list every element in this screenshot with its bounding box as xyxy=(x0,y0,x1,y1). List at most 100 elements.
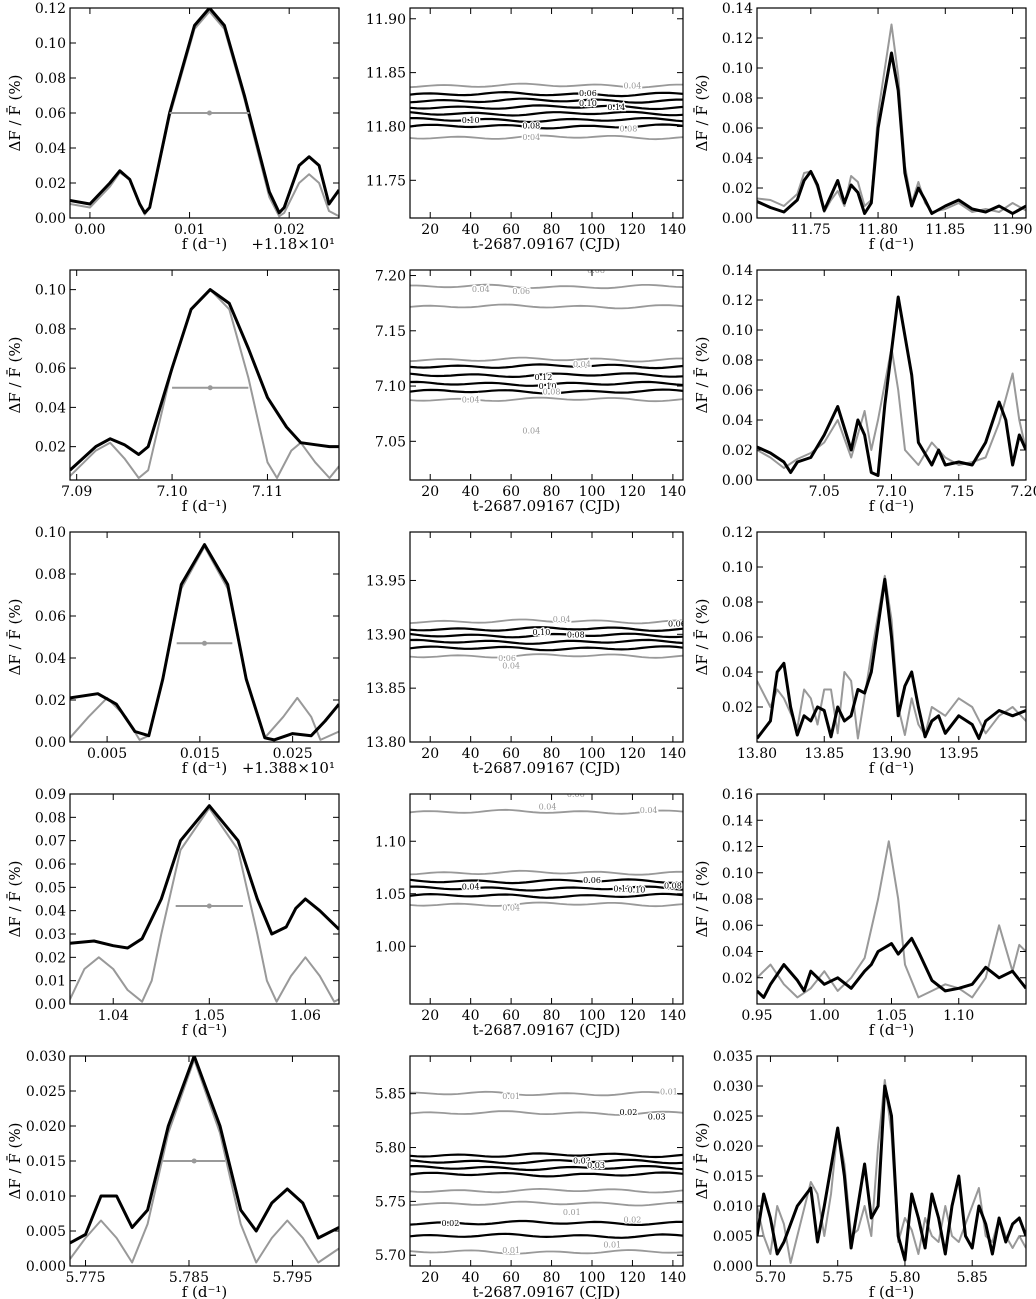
panel-r2-c1: 7.09 7.10 7.11 0.02 0.04 0.06 0.08 0.10 f (d⁻¹) Δ… xyxy=(6,269,340,515)
y-tick-label: 11.80 xyxy=(366,119,406,135)
x-tick-label: 20 xyxy=(421,222,439,238)
y-tick-label: 0.06 xyxy=(722,121,753,137)
half-max-marker xyxy=(207,385,213,391)
y-tick-label: 0.02 xyxy=(35,693,66,709)
x-tick-label: 120 xyxy=(619,746,646,762)
gray-series-line xyxy=(757,1079,1026,1264)
plot-area xyxy=(70,288,339,479)
x-tick-label: 80 xyxy=(543,746,561,762)
plot-area: 0.080.04 0.060.040.120.100.080.040.04 xyxy=(410,270,683,437)
axes-frame xyxy=(409,7,684,219)
contour-label: 0.06 xyxy=(668,620,686,629)
x-axis-label: f (d⁻¹) xyxy=(182,1283,228,1299)
contour-line xyxy=(410,1152,683,1159)
contour-line xyxy=(410,104,683,111)
contour-label: 0.03 xyxy=(648,1112,666,1121)
x-tick-label: 5.785 xyxy=(169,1270,209,1286)
plot-area: 0.04 0.060.10 0.080.060.04 xyxy=(410,614,686,672)
x-tick-label: 100 xyxy=(579,1008,606,1024)
y-tick-label: 0.04 xyxy=(722,665,753,681)
contour-line xyxy=(410,1158,683,1165)
contour-label: 0.01 xyxy=(502,1092,520,1101)
black-series-line xyxy=(70,288,339,472)
x-tick-label: 0.005 xyxy=(87,746,127,762)
x-tick-label: 11.85 xyxy=(925,222,965,238)
y-tick-label: 7.10 xyxy=(375,379,406,395)
gray-series-line xyxy=(70,288,339,479)
y-tick-label: 0.005 xyxy=(713,1229,753,1245)
plot-area: 0.01 0.010.02 0.030.030.030.010.02 0.020.01… xyxy=(410,1086,683,1256)
contour-label: 0.10 xyxy=(462,116,480,125)
y-tick-label: 1.00 xyxy=(375,939,406,955)
x-tick-label: 1.05 xyxy=(194,1008,225,1024)
y-tick-label: 0.14 xyxy=(722,813,753,829)
contour-line xyxy=(410,117,683,124)
contour-line xyxy=(410,632,683,639)
y-axis-label: ΔF / F̄ (%) xyxy=(693,1123,711,1200)
contour-line xyxy=(410,396,683,403)
x-tick-label: 5.70 xyxy=(755,1270,786,1286)
x-axis-label: t-2687.09167 (CJD) xyxy=(473,497,621,515)
x-axis-label: t-2687.09167 (CJD) xyxy=(473,1021,621,1039)
y-tick-label: 7.20 xyxy=(375,269,406,285)
y-tick-label: 0.10 xyxy=(722,61,753,77)
x-tick-label: 60 xyxy=(502,1270,520,1286)
contour-label: 0.04 xyxy=(522,426,540,435)
x-tick-label: 60 xyxy=(502,1008,520,1024)
x-axis-label: f (d⁻¹) xyxy=(869,1021,915,1039)
x-tick-label: 120 xyxy=(619,1270,646,1286)
x-tick-label: 13.90 xyxy=(871,746,911,762)
x-tick-label: 5.795 xyxy=(272,1270,312,1286)
y-tick-label: 13.85 xyxy=(366,681,406,697)
y-tick-label: 13.80 xyxy=(366,735,406,751)
y-axis-label: ΔF / F̄ (%) xyxy=(693,599,711,676)
x-tick-label: 13.85 xyxy=(804,746,844,762)
panel-r2-c3: 7.05 7.10 7.15 7.20 0.00 0.02 0.04 0.06 0.08 0.10… xyxy=(693,263,1036,515)
half-max-marker xyxy=(202,640,207,646)
y-tick-label: 7.05 xyxy=(375,434,406,450)
y-tick-label: 0.08 xyxy=(722,91,753,107)
gray-series-line xyxy=(757,840,1026,999)
y-tick-label: 11.85 xyxy=(366,66,406,82)
x-axis-label: t-2687.09167 (CJD) xyxy=(473,759,621,777)
contour-label: 0.02 xyxy=(624,1216,642,1225)
y-tick-label: 0.04 xyxy=(35,141,66,157)
y-tick-label: 0.12 xyxy=(722,840,753,856)
y-tick-label: 0.04 xyxy=(35,904,66,920)
y-tick-label: 0.02 xyxy=(722,443,753,459)
y-tick-label: 0.005 xyxy=(26,1224,66,1240)
contour-label: 0.02 xyxy=(619,1108,637,1117)
contour-line xyxy=(410,892,683,899)
x-axis-label: f (d⁻¹) xyxy=(869,235,915,253)
contour-line xyxy=(410,283,683,290)
y-axis-label: ΔF / F̄ (%) xyxy=(6,75,24,152)
x-tick-label: 100 xyxy=(579,484,606,500)
plot-area: 0.040.060.10 0.140.100.08 0.080.04 xyxy=(410,80,683,143)
x-axis-label: f (d⁻¹) xyxy=(869,497,915,515)
y-axis-label: ΔF / F̄ (%) xyxy=(6,861,24,938)
y-tick-label: 0.030 xyxy=(26,1049,66,1065)
axes-frame xyxy=(69,793,340,1005)
axes-frame xyxy=(69,531,340,743)
y-tick-label: 0.02 xyxy=(35,950,66,966)
contour-label: 0.01 xyxy=(502,1246,520,1255)
y-axis-label: ΔF / F̄ (%) xyxy=(693,861,711,938)
contour-label: 0.04 xyxy=(472,285,490,294)
y-tick-label: 13.95 xyxy=(366,573,406,589)
x-offset-label: +1.18×10¹ xyxy=(251,235,335,253)
x-tick-label: 7.20 xyxy=(1010,484,1036,500)
panel-r5-c1: 5.775 5.785 5.795 0.000 0.005 0.010 0.015 0.020… xyxy=(6,1049,340,1299)
y-tick-label: 0.12 xyxy=(722,293,753,309)
y-axis-label: ΔF / F̄ (%) xyxy=(693,337,711,414)
contour-label: 0.08 xyxy=(567,630,585,639)
contour-line xyxy=(410,303,683,310)
y-tick-label: 0.10 xyxy=(722,560,753,576)
y-tick-label: 0.14 xyxy=(722,263,753,279)
x-tick-label: 140 xyxy=(660,222,687,238)
x-tick-label: 1.10 xyxy=(943,1008,974,1024)
y-tick-label: 0.06 xyxy=(722,630,753,646)
y-tick-label: 0.08 xyxy=(722,353,753,369)
x-tick-label: 13.95 xyxy=(939,746,979,762)
y-tick-label: 0.14 xyxy=(722,1,753,17)
